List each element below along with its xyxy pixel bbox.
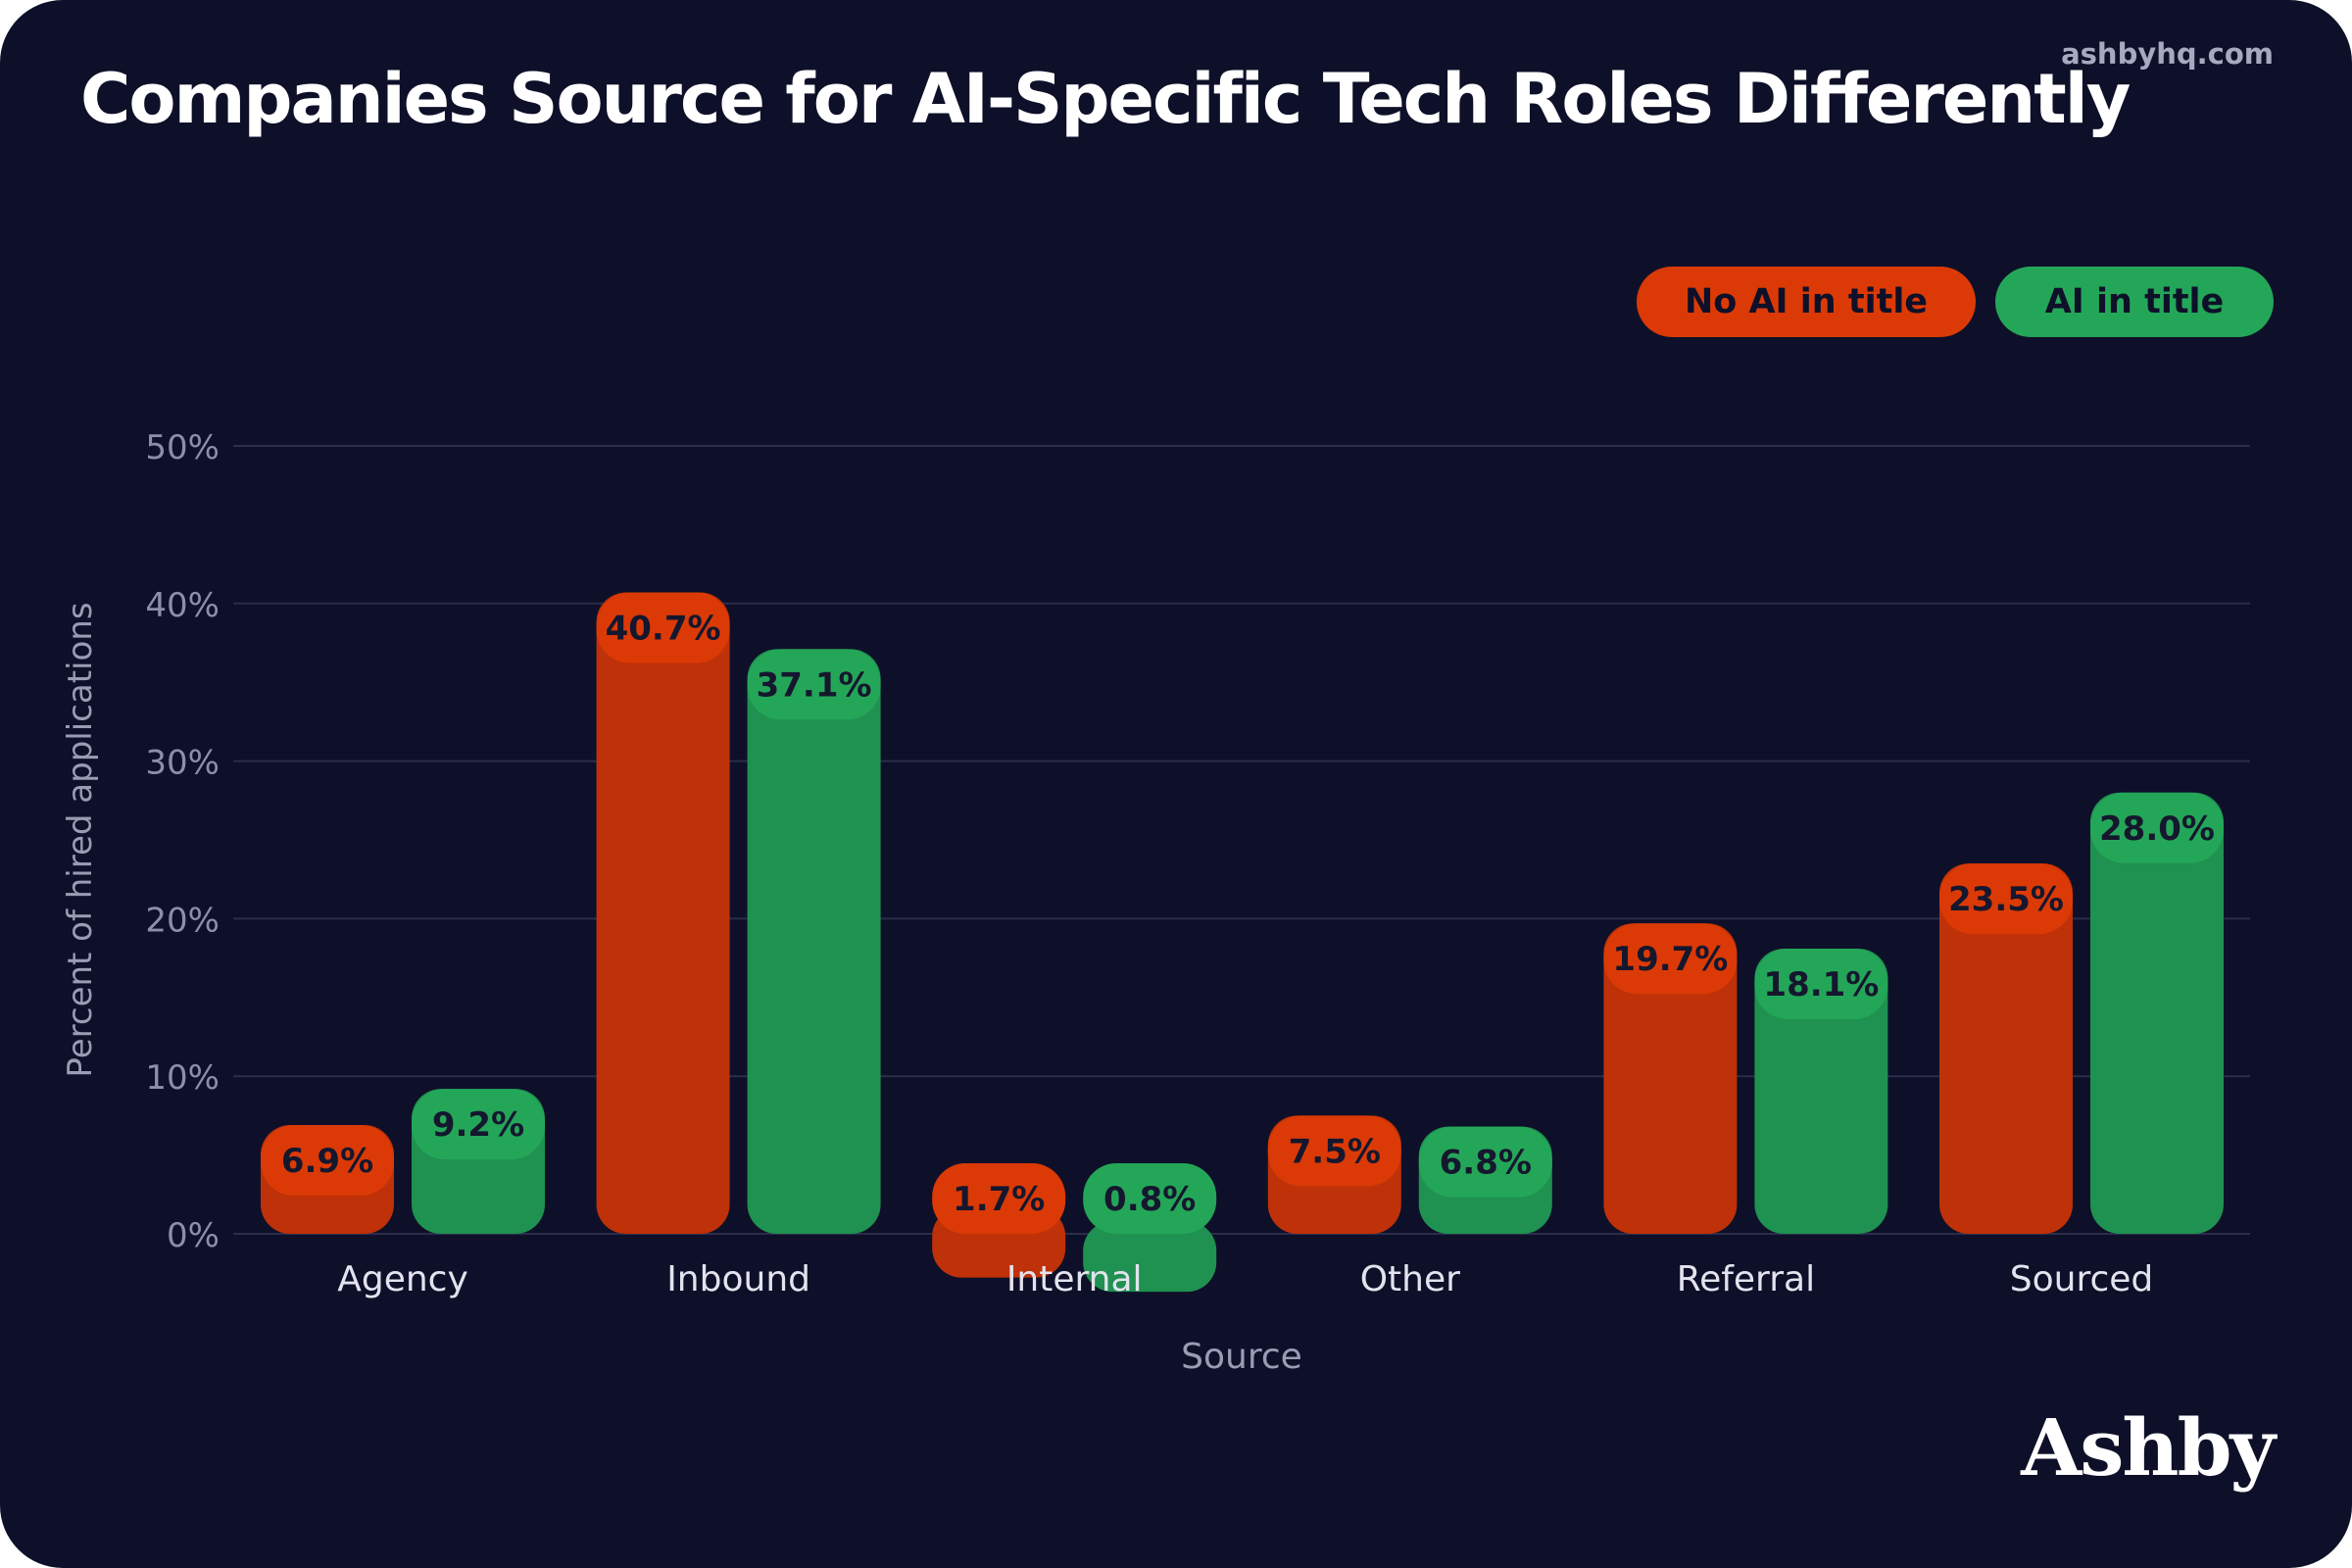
bar-no-ai-sourced <box>1939 863 2073 1234</box>
bar-ai-inbound <box>747 649 881 1234</box>
data-label: 23.5% <box>1948 880 2064 919</box>
data-label: 28.0% <box>2099 809 2215 849</box>
data-label-pill <box>747 649 881 720</box>
bar-ai-referral <box>1754 948 1888 1234</box>
x-tick-label: Internal <box>1006 1259 1143 1299</box>
data-label-pill <box>1083 1163 1217 1234</box>
bar-ai-sourced <box>2090 792 2224 1234</box>
y-tick-label: 0% <box>167 1216 220 1255</box>
y-tick-label: 10% <box>145 1058 220 1098</box>
x-tick-label: Inbound <box>666 1259 810 1299</box>
data-label-pill <box>1939 863 2073 935</box>
x-tick-label: Sourced <box>2010 1259 2154 1299</box>
y-tick-label: 20% <box>145 901 220 940</box>
data-label: 40.7% <box>606 610 721 649</box>
bar-no-ai-referral <box>1603 923 1738 1234</box>
y-axis-label: Percent of hired applications <box>61 602 100 1077</box>
x-axis-label: Source <box>1181 1337 1302 1377</box>
site-url: ashbyhq.com <box>2061 37 2274 71</box>
data-label-pill <box>412 1089 545 1160</box>
data-label: 1.7% <box>953 1180 1045 1219</box>
bar-no-ai-inbound <box>596 592 730 1234</box>
y-tick-label: 30% <box>145 744 220 783</box>
data-label-pill <box>1267 1115 1401 1187</box>
data-label: 19.7% <box>1612 940 1728 979</box>
y-tick-label: 50% <box>145 428 220 467</box>
data-label-pill <box>1754 948 1888 1019</box>
data-label: 18.1% <box>1763 965 1879 1004</box>
data-label: 7.5% <box>1289 1132 1381 1171</box>
legend-no-ai: No AI in title <box>1637 267 1976 337</box>
data-label-pill <box>1603 923 1738 995</box>
data-label: 6.9% <box>281 1142 373 1181</box>
bar-ai-internal <box>1083 1221 1217 1293</box>
data-label: 37.1% <box>757 665 872 705</box>
chart-title: Companies Source for AI-Specific Tech Ro… <box>80 59 2131 139</box>
ashby-logo: Ashby <box>2021 1401 2276 1494</box>
data-label-pill <box>596 592 730 663</box>
x-tick-label: Agency <box>337 1259 468 1299</box>
x-tick-label: Referral <box>1677 1259 1815 1299</box>
data-label-pill <box>2090 792 2224 863</box>
x-tick-label: Other <box>1360 1259 1460 1299</box>
data-label: 9.2% <box>432 1105 524 1145</box>
data-label-pill <box>261 1125 394 1197</box>
data-label-pill <box>932 1163 1066 1234</box>
legend-ai: AI in title <box>1995 267 2274 337</box>
data-label-pill <box>1418 1126 1552 1198</box>
data-label: 6.8% <box>1440 1144 1532 1183</box>
data-label: 0.8% <box>1103 1180 1196 1219</box>
y-tick-label: 40% <box>145 586 220 625</box>
